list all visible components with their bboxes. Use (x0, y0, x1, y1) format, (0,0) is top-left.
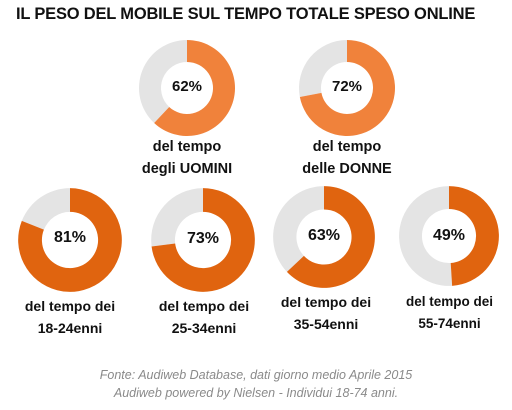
caption-25-34: del tempo dei 25-34enni (139, 295, 269, 339)
caption-line: delle DONNE (302, 161, 392, 177)
donut-remainder (21, 188, 70, 230)
donut-remainder (151, 188, 203, 247)
caption-line: del tempo (152, 139, 222, 155)
caption-women: del tempo delle DONNE (277, 136, 417, 180)
donut-share (151, 188, 255, 292)
donut-percent-label: 72% (331, 78, 363, 95)
donut-share (154, 40, 236, 136)
caption-line: 18-24enni (37, 320, 103, 336)
caption-line: del tempo dei (24, 298, 116, 314)
caption-men: del tempo degli UOMINI (117, 136, 257, 180)
caption-35-54: del tempo dei 35-54enni (266, 291, 386, 335)
chart-title: IL PESO DEL MOBILE SUL TEMPO TOTALE SPES… (16, 4, 476, 23)
caption-line: del tempo (312, 139, 382, 155)
source-line-2: Audiweb powered by Nielsen - Individui 1… (113, 386, 399, 400)
donut-chart-35-54: 63% (271, 184, 377, 290)
caption-line: 35-54enni (293, 316, 359, 332)
donut-chart-18-24: 81% (16, 186, 124, 294)
donut-remainder (273, 186, 324, 272)
donut-percent-label: 63% (307, 227, 341, 244)
donut-remainder (139, 40, 187, 123)
caption-line: del tempo dei (158, 298, 250, 314)
donut-percent-label: 73% (186, 230, 220, 247)
caption-line: del tempo dei (280, 294, 372, 310)
source-line-1: Fonte: Audiweb Database, dati giorno med… (99, 368, 413, 382)
donut-share (18, 188, 122, 292)
donut-percent-label: 81% (53, 229, 87, 246)
donut-remainder (399, 186, 453, 286)
donut-share (449, 186, 499, 286)
caption-line: degli UOMINI (141, 161, 233, 177)
caption-55-74: del tempo dei 55-74enni (392, 291, 507, 335)
donut-chart-25-34: 73% (149, 186, 257, 294)
donut-remainder (298, 40, 347, 97)
caption-line: 55-74enni (418, 316, 481, 331)
donut-chart-men: 62% (137, 38, 237, 138)
donut-share (299, 40, 395, 136)
caption-line: 25-34enni (171, 320, 237, 336)
donut-share (286, 186, 375, 288)
donut-chart-women: 72% (297, 38, 397, 138)
donut-percent-label: 62% (171, 78, 203, 95)
caption-18-24: del tempo dei 18-24enni (5, 295, 135, 339)
donut-percent-label: 49% (432, 227, 466, 244)
donut-chart-55-74: 49% (397, 184, 501, 288)
caption-line: del tempo dei (405, 294, 493, 309)
